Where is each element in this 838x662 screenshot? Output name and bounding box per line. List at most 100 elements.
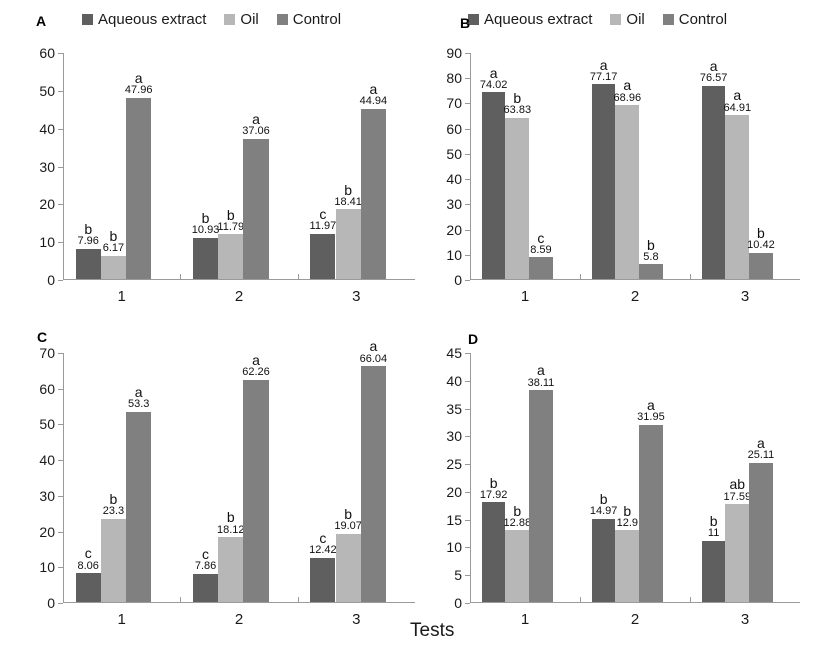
bar-annotation: b 19.07 xyxy=(334,507,362,533)
x-axis-group-divider xyxy=(180,274,182,280)
bar-significance-letter: ab xyxy=(729,476,746,493)
plot-area-c: 0 10 20 30 40 50 60 70 1 c 8.06 b 23.3 a 53.3 2 c 7.86 b 18… xyxy=(39,339,415,628)
bar xyxy=(725,115,750,279)
bar-significance-letter: b xyxy=(709,513,718,530)
bar-value-label: 5.8 xyxy=(643,250,659,263)
y-axis-tick xyxy=(465,254,470,256)
bar-value-label: 44.94 xyxy=(359,95,388,108)
panel-b: Aqueous extract Oil Control B 0 10 20 30 40 5… xyxy=(430,0,838,320)
y-axis-tick xyxy=(58,531,63,533)
bar-value-label: 76.57 xyxy=(699,72,728,85)
y-axis-tick xyxy=(465,575,470,577)
y-axis-tick-label: 0 xyxy=(47,272,55,288)
bar-significance-letter: b xyxy=(344,506,352,523)
y-axis-tick-label: 90 xyxy=(446,45,462,61)
bar-significance-letter: b xyxy=(513,90,522,107)
bar-annotation: a 38.11 xyxy=(528,363,555,389)
bar-value-label: 64.91 xyxy=(723,101,752,114)
x-axis-group-label: 2 xyxy=(234,288,244,305)
x-axis-group-label: 2 xyxy=(234,611,244,628)
bar-significance-letter: a xyxy=(647,396,655,413)
x-axis-group-divider xyxy=(180,597,182,603)
bar-annotation: b 10.93 xyxy=(192,211,220,237)
x-axis-group-divider xyxy=(580,597,581,603)
y-axis-tick-label: 25 xyxy=(446,456,462,473)
bar-significance-letter: a xyxy=(599,56,608,73)
legend-entry-aqueous-extract: Aqueous extract xyxy=(82,12,206,27)
bar xyxy=(126,411,152,602)
bar xyxy=(639,264,663,279)
bar-annotation: b 17.92 xyxy=(479,475,508,502)
y-axis-tick-label: 40 xyxy=(446,171,462,188)
bar xyxy=(100,255,127,279)
bar-significance-letter: b xyxy=(623,502,632,519)
x-axis-group-label: 3 xyxy=(740,288,750,305)
x-axis-group-divider xyxy=(690,597,691,603)
y-axis-tick xyxy=(465,280,470,281)
bar-value-label: 12.88 xyxy=(503,516,532,529)
y-axis-tick xyxy=(465,547,470,549)
bar-value-label: 74.02 xyxy=(479,78,508,91)
y-axis-tick-label: 60 xyxy=(446,120,462,137)
bar-annotation: b 11 xyxy=(708,514,719,540)
x-axis-group-label: 2 xyxy=(630,288,640,305)
bar-value-label: 68.96 xyxy=(613,91,642,104)
y-axis-tick xyxy=(465,491,470,493)
bar-annotation: b 11.79 xyxy=(217,207,245,234)
bar-annotation: a 77.17 xyxy=(590,56,618,84)
y-axis-tick xyxy=(465,78,470,80)
legend-swatch-oil xyxy=(224,14,236,25)
y-axis-tick-label: 15 xyxy=(446,511,462,528)
y-axis-tick-label: 5 xyxy=(454,567,462,584)
bar-significance-letter: b xyxy=(201,209,210,226)
bar-significance-letter: c xyxy=(202,546,210,563)
bar xyxy=(701,540,726,602)
legend-swatch-control xyxy=(276,14,288,25)
y-axis-tick-label: 30 xyxy=(39,158,55,175)
bar xyxy=(218,234,244,279)
bar-significance-letter: a xyxy=(134,383,143,400)
y-axis-tick-label: 0 xyxy=(47,595,55,611)
x-axis-group-label: 1 xyxy=(520,611,530,628)
bar xyxy=(310,557,336,602)
bar-significance-letter: c xyxy=(537,229,545,246)
x-axis-line xyxy=(63,279,415,280)
y-axis-line xyxy=(470,53,471,280)
legend-swatch-aqueous-extract xyxy=(468,14,479,25)
bar-significance-letter: c xyxy=(319,205,327,222)
bar-annotation: b 10.42 xyxy=(747,226,775,252)
y-axis-line xyxy=(63,353,64,603)
y-axis-tick-label: 40 xyxy=(39,120,55,137)
bar-value-label: 17.92 xyxy=(479,488,508,501)
bar-value-label: 18.41 xyxy=(334,195,362,208)
bar xyxy=(310,233,336,279)
y-axis-tick xyxy=(465,229,470,231)
y-axis-tick-label: 30 xyxy=(446,196,462,213)
y-axis-tick xyxy=(465,128,470,130)
x-axis-group-label: 1 xyxy=(520,288,530,305)
y-axis-tick xyxy=(58,128,63,130)
y-axis-tick-label: 10 xyxy=(39,559,55,576)
panel-letter-c: C xyxy=(37,329,48,345)
y-axis-tick xyxy=(58,166,63,168)
bar-significance-letter: a xyxy=(369,81,378,98)
x-axis-group-label: 2 xyxy=(630,611,640,628)
x-axis-line xyxy=(63,602,415,603)
bar-value-label: 17.59 xyxy=(723,490,752,503)
bar-value-label: 11.79 xyxy=(217,220,245,233)
y-axis-tick xyxy=(465,464,470,466)
bar-significance-letter: a xyxy=(252,351,260,368)
bar xyxy=(192,573,219,602)
y-axis-tick-label: 60 xyxy=(39,380,55,397)
x-axis-title: Tests xyxy=(410,620,455,641)
legend-swatch-oil xyxy=(610,14,622,25)
bar-value-label: 11 xyxy=(707,527,720,540)
bar xyxy=(243,379,269,602)
y-axis-tick xyxy=(465,519,470,521)
bar-significance-letter: b xyxy=(84,221,93,238)
bar-value-label: 66.04 xyxy=(359,352,388,365)
bar-annotation: a 64.91 xyxy=(724,88,752,114)
bar-value-label: 62.26 xyxy=(242,366,270,379)
bar-value-label: 12.42 xyxy=(309,544,337,557)
legend-panel-a: Aqueous extract Oil Control xyxy=(82,12,341,27)
